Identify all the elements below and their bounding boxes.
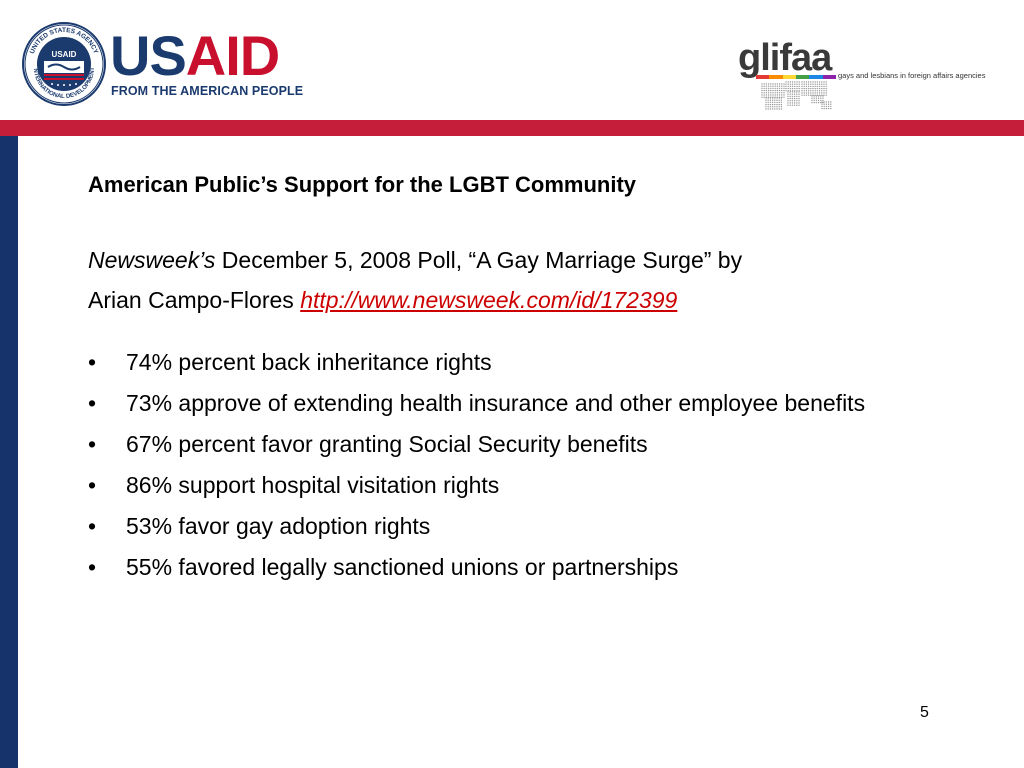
source-link[interactable]: http://www.newsweek.com/id/172399 bbox=[300, 287, 678, 313]
list-item-text: 74% percent back inheritance rights bbox=[126, 349, 492, 375]
statistics-list: • 74% percent back inheritance rights • 73%… bbox=[88, 346, 968, 583]
rainbow-segment bbox=[809, 75, 823, 79]
glifaa-logo: glifaa gays and lesbians in foreign affa… bbox=[738, 37, 985, 118]
list-item: • 53% favor gay adoption rights bbox=[88, 510, 968, 542]
rainbow-segment bbox=[795, 75, 810, 79]
rainbow-segment bbox=[756, 75, 770, 79]
citation-author: Arian Campo-Flores bbox=[88, 287, 301, 313]
citation-line-1: Newsweek’s December 5, 2008 Poll, “A Gay… bbox=[88, 240, 968, 280]
list-item: • 55% favored legally sanctioned unions o… bbox=[88, 551, 968, 583]
slide-content: American Public’s Support for the LGBT C… bbox=[88, 168, 968, 592]
list-item-text: 73% approve of extending health insuranc… bbox=[126, 390, 866, 416]
citation: Newsweek’s December 5, 2008 Poll, “A Gay… bbox=[88, 240, 968, 320]
bullet-icon: • bbox=[88, 513, 97, 539]
list-item: • 73% approve of extending health insuran… bbox=[88, 387, 968, 419]
glifaa-tagline: gays and lesbians in foreign affairs age… bbox=[838, 71, 986, 80]
citation-line-2: Arian Campo-Flores http://www.newsweek.c… bbox=[88, 280, 968, 320]
glifaa-rainbow-stripe bbox=[756, 75, 836, 79]
usaid-wordmark: USAID bbox=[110, 24, 280, 87]
bullet-icon: • bbox=[88, 390, 97, 416]
list-item-text: 67% percent favor granting Social Securi… bbox=[126, 431, 648, 457]
list-item: • 67% percent favor granting Social Secur… bbox=[88, 428, 968, 460]
slide-header: UNITED STATES AGENCY INTERNATIONAL DEVEL… bbox=[0, 0, 1024, 120]
slide-title: American Public’s Support for the LGBT C… bbox=[88, 172, 637, 197]
left-blue-bar bbox=[0, 136, 18, 768]
header-red-band bbox=[0, 120, 1024, 136]
svg-text:USAID: USAID bbox=[52, 50, 77, 59]
list-item-text: 53% favor gay adoption rights bbox=[126, 513, 431, 539]
world-map-icon bbox=[761, 81, 832, 110]
rainbow-segment bbox=[769, 75, 783, 79]
publication-name: Newsweek’s bbox=[88, 247, 216, 273]
bullet-icon: • bbox=[88, 472, 97, 498]
rainbow-segment bbox=[782, 75, 796, 79]
usaid-seal-logo: UNITED STATES AGENCY INTERNATIONAL DEVEL… bbox=[22, 22, 106, 106]
list-item: • 74% percent back inheritance rights bbox=[88, 346, 968, 378]
bullet-icon: • bbox=[88, 349, 97, 375]
glifaa-wordmark: glifaa bbox=[738, 37, 832, 79]
usaid-tagline: FROM THE AMERICAN PEOPLE bbox=[111, 84, 304, 98]
list-item-text: 55% favored legally sanctioned unions or… bbox=[126, 554, 679, 580]
bullet-icon: • bbox=[88, 431, 97, 457]
bullet-icon: • bbox=[88, 554, 97, 580]
page-number: 5 bbox=[920, 704, 929, 721]
list-item: • 86% support hospital visitation rights bbox=[88, 469, 968, 501]
list-item-text: 86% support hospital visitation rights bbox=[126, 472, 500, 498]
citation-text-1: December 5, 2008 Poll, “A Gay Marriage S… bbox=[215, 247, 743, 273]
rainbow-segment bbox=[822, 75, 836, 79]
